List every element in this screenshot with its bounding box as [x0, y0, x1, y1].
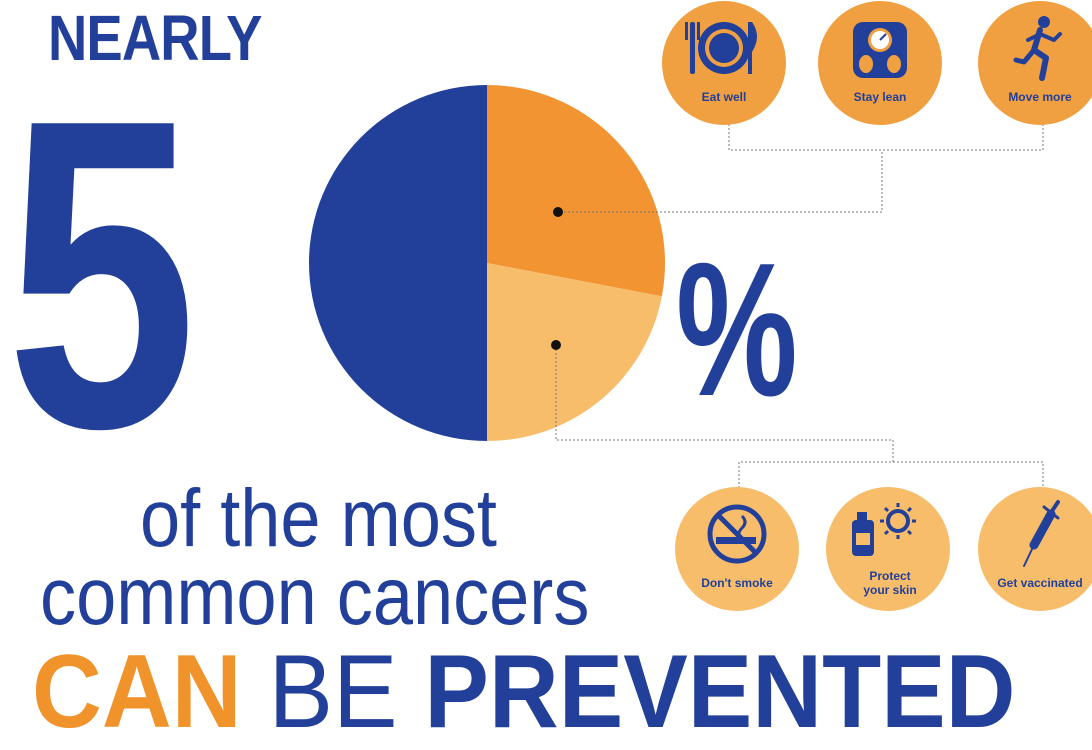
no-smoking-icon	[707, 504, 767, 564]
scale-icon	[853, 22, 907, 78]
connector-lines	[555, 124, 1044, 488]
badge-label-eat-well: Eat well	[702, 90, 747, 104]
badge-label-dont-smoke: Don't smoke	[701, 576, 773, 590]
bottom-bracket	[738, 461, 1044, 488]
big-digit-five: 5	[6, 29, 197, 520]
prevented-headline: CAN BE PREVENTED	[32, 640, 1016, 744]
percent-sign: %	[676, 224, 798, 436]
badge-get-vaccinated: Get vaccinated	[978, 487, 1092, 611]
headline-prevented: PREVENTED	[424, 634, 1016, 750]
badge-label-stay-lean: Stay lean	[854, 90, 907, 104]
headline-be: BE	[268, 634, 398, 750]
top-connector-dot	[553, 207, 563, 217]
top-connector	[560, 150, 883, 213]
top-bracket	[728, 124, 1044, 151]
syringe-icon	[1023, 500, 1060, 567]
badge-label-move-more: Move more	[1008, 90, 1072, 104]
tagline-line-1: of the most	[140, 473, 497, 564]
badge-label-your-skin: your skin	[863, 583, 916, 597]
badge-dont-smoke: Don't smoke	[675, 487, 799, 611]
badge-stay-lean: Stay lean	[818, 1, 942, 125]
badge-label-protect: Protect	[869, 569, 910, 583]
plate-cutlery-icon	[685, 22, 757, 74]
pie-segment-blue	[309, 85, 487, 441]
runner-icon	[1013, 16, 1062, 81]
badge-label-get-vaccinated: Get vaccinated	[997, 576, 1082, 590]
headline-can: CAN	[32, 634, 242, 750]
pie-segment-light-orange	[487, 263, 662, 441]
badge-eat-well: Eat well	[662, 1, 786, 125]
nearly-label: NEARLY	[48, 2, 262, 74]
tagline-line-2: common cancers	[40, 551, 590, 642]
badge-protect-skin: Protect your skin	[826, 487, 950, 611]
badge-move-more: Move more	[978, 1, 1092, 125]
sunscreen-sun-icon	[852, 503, 916, 556]
pie-segment-orange	[487, 85, 666, 297]
pie-chart	[309, 85, 666, 441]
bottom-connector-dot	[551, 340, 561, 350]
